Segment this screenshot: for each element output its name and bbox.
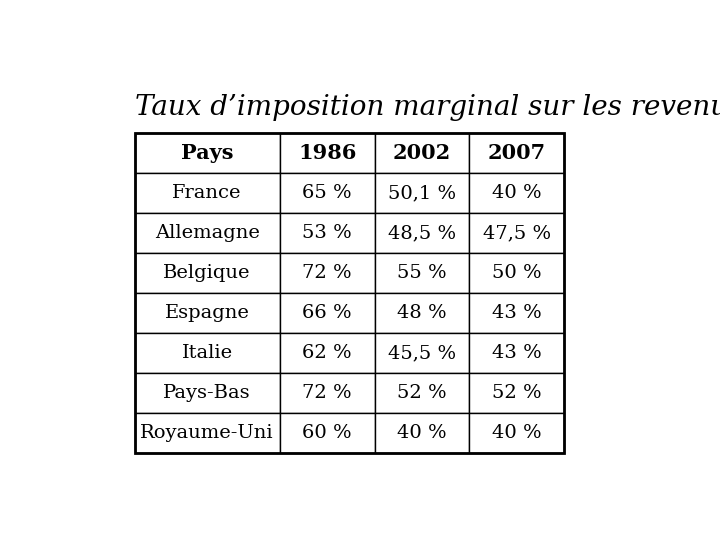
Bar [280, 293, 374, 333]
Bar [374, 173, 469, 213]
Text: 40 %: 40 % [397, 424, 447, 442]
Text: 48 %: 48 % [397, 304, 447, 322]
Bar [135, 333, 280, 373]
Text: 2002: 2002 [393, 143, 451, 164]
Bar [374, 373, 469, 413]
Text: Belgique: Belgique [163, 264, 251, 282]
Bar [135, 253, 280, 293]
Text: 65 %: 65 % [302, 184, 352, 202]
Text: 60 %: 60 % [302, 424, 352, 442]
Text: 52 %: 52 % [397, 384, 447, 402]
Text: 62 %: 62 % [302, 344, 352, 362]
Text: 50,1 %: 50,1 % [388, 184, 456, 202]
Text: 72 %: 72 % [302, 264, 352, 282]
Bar [280, 253, 374, 293]
Text: 2007: 2007 [488, 143, 546, 164]
Text: 52 %: 52 % [492, 384, 541, 402]
Bar [135, 413, 280, 453]
Bar [374, 413, 469, 453]
Bar [469, 213, 564, 253]
Text: 48,5 %: 48,5 % [388, 224, 456, 242]
Text: 45,5 %: 45,5 % [388, 344, 456, 362]
Text: 55 %: 55 % [397, 264, 447, 282]
Text: 40 %: 40 % [492, 184, 541, 202]
Text: Pays: Pays [181, 143, 233, 164]
Bar [374, 333, 469, 373]
Text: 47,5 %: 47,5 % [483, 224, 551, 242]
Bar [374, 213, 469, 253]
Bar [469, 253, 564, 293]
Text: 43 %: 43 % [492, 344, 541, 362]
Bar [374, 293, 469, 333]
Text: Taux d’imposition marginal sur les revenus: Taux d’imposition marginal sur les reven… [135, 94, 720, 121]
Text: Royaume-Uni: Royaume-Uni [140, 424, 274, 442]
Bar [469, 333, 564, 373]
Bar [135, 373, 280, 413]
Text: 43 %: 43 % [492, 304, 541, 322]
Text: 53 %: 53 % [302, 224, 352, 242]
Bar [280, 373, 374, 413]
Bar [280, 333, 374, 373]
Text: 40 %: 40 % [492, 424, 541, 442]
Text: Espagne: Espagne [165, 304, 250, 322]
Bar [135, 173, 280, 213]
Text: Pays-Bas: Pays-Bas [163, 384, 251, 402]
Bar [374, 133, 469, 173]
Bar [280, 173, 374, 213]
Text: Allemagne: Allemagne [155, 224, 260, 242]
Bar [135, 133, 564, 453]
Bar [135, 293, 280, 333]
Text: France: France [172, 184, 242, 202]
Bar [469, 133, 564, 173]
Bar [135, 133, 280, 173]
Bar [374, 253, 469, 293]
Bar [280, 413, 374, 453]
Bar [280, 213, 374, 253]
Text: 1986: 1986 [298, 143, 356, 164]
Bar [135, 213, 280, 253]
Bar [469, 173, 564, 213]
Text: 66 %: 66 % [302, 304, 352, 322]
Bar [469, 413, 564, 453]
Bar [469, 293, 564, 333]
Text: 50 %: 50 % [492, 264, 541, 282]
Bar [280, 133, 374, 173]
Text: Italie: Italie [181, 344, 233, 362]
Bar [469, 373, 564, 413]
Text: 72 %: 72 % [302, 384, 352, 402]
